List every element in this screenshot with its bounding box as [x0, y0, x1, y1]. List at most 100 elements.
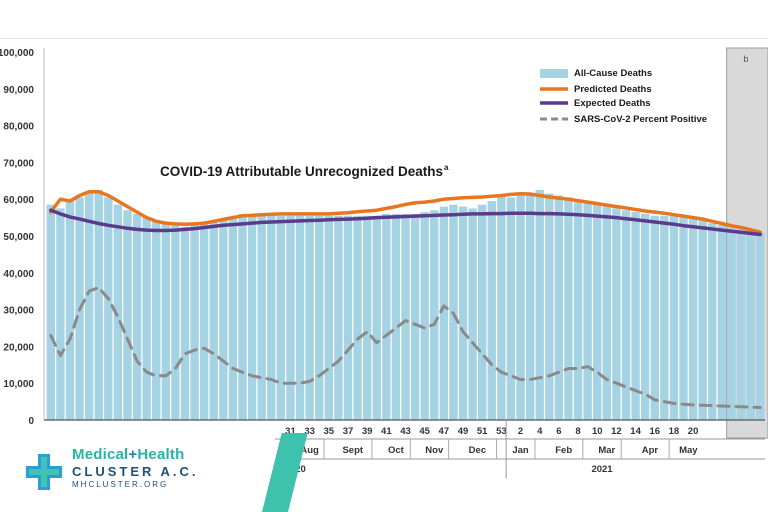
- bar-all-cause-deaths: [382, 213, 391, 420]
- bar-all-cause-deaths: [199, 223, 209, 420]
- bar-all-cause-deaths: [554, 195, 564, 420]
- bar-all-cause-deaths: [267, 215, 276, 420]
- bar-all-cause-deaths: [583, 202, 592, 420]
- bar-all-cause-deaths: [525, 193, 535, 420]
- medical-cross-icon: [26, 454, 62, 490]
- bar-all-cause-deaths: [506, 197, 516, 420]
- x-tick-label: 33: [304, 426, 315, 437]
- month-label: Feb: [555, 445, 572, 456]
- x-tick-label: 49: [458, 426, 469, 437]
- month-label: Aug: [300, 445, 319, 456]
- bar-all-cause-deaths: [152, 221, 161, 420]
- bar-all-cause-deaths: [439, 206, 449, 420]
- x-tick-label: 35: [324, 426, 335, 437]
- month-label: May: [679, 445, 698, 456]
- x-tick-label: 43: [400, 426, 411, 437]
- x-tick-label: 45: [419, 426, 430, 437]
- x-tick-label: 37: [343, 426, 354, 437]
- logo-subtitle: CLUSTER A.C.: [72, 464, 199, 479]
- bar-all-cause-deaths: [688, 217, 698, 420]
- bar-all-cause-deaths: [171, 224, 180, 420]
- bar-all-cause-deaths: [132, 213, 142, 420]
- bar-all-cause-deaths: [401, 213, 410, 420]
- bar-all-cause-deaths: [593, 204, 602, 420]
- bar-all-cause-deaths: [602, 206, 612, 420]
- bar-all-cause-deaths: [142, 217, 151, 420]
- bar-all-cause-deaths: [362, 215, 372, 420]
- bar-all-cause-deaths: [334, 215, 343, 420]
- bar-all-cause-deaths: [420, 212, 429, 420]
- y-tick-label: 80,000: [3, 122, 34, 133]
- legend-label: All-Cause Deaths: [574, 68, 652, 79]
- line-expected-deaths: [49, 208, 762, 237]
- legend-label: Predicted Deaths: [574, 84, 652, 95]
- bar-all-cause-deaths: [669, 213, 679, 420]
- bar-all-cause-deaths: [516, 195, 525, 420]
- bar-all-cause-deaths: [286, 215, 295, 420]
- x-tick-label: 14: [630, 426, 641, 437]
- x-tick-label: 47: [439, 426, 450, 437]
- x-tick-label: 20: [688, 426, 699, 437]
- month-label: Dec: [469, 445, 486, 456]
- x-tick-label: 6: [556, 426, 561, 437]
- logo-name-part1: Medical: [72, 446, 129, 463]
- bar-all-cause-deaths: [478, 204, 487, 420]
- bar-all-cause-deaths: [343, 215, 353, 420]
- x-tick-label: 18: [669, 426, 680, 437]
- month-label: Mar: [598, 445, 615, 456]
- bar-all-cause-deaths: [727, 226, 736, 420]
- bar-all-cause-deaths: [180, 226, 190, 420]
- bar-all-cause-deaths: [717, 224, 727, 420]
- x-tick-label: 2: [518, 426, 523, 437]
- top-divider: [0, 38, 768, 39]
- bar-all-cause-deaths: [535, 190, 544, 420]
- bar-all-cause-deaths: [228, 217, 238, 420]
- y-tick-label: 100,000: [0, 48, 34, 59]
- bar-all-cause-deaths: [324, 215, 333, 420]
- chart-title: COVID-19 Attributable Unrecognized Death…: [160, 164, 443, 179]
- logo-name-plus: +: [128, 446, 138, 463]
- bar-all-cause-deaths: [94, 190, 103, 420]
- bar-all-cause-deaths: [372, 215, 381, 420]
- bar-all-cause-deaths: [756, 232, 765, 420]
- x-tick-label: 16: [649, 426, 660, 437]
- bar-all-cause-deaths: [315, 215, 324, 420]
- y-tick-label: 90,000: [3, 85, 34, 96]
- bar-all-cause-deaths: [545, 193, 554, 420]
- bar-all-cause-deaths: [458, 206, 468, 420]
- bar-all-cause-deaths: [746, 230, 755, 420]
- bar-all-cause-deaths: [276, 215, 286, 420]
- legend-label: Expected Deaths: [574, 98, 651, 109]
- bar-all-cause-deaths: [708, 223, 717, 420]
- y-tick-label: 70,000: [3, 158, 34, 169]
- bar-all-cause-deaths: [468, 208, 477, 420]
- bar-all-cause-deaths: [219, 219, 228, 420]
- logo-url: MHCLUSTER.ORG: [72, 480, 169, 489]
- bar-all-cause-deaths: [84, 191, 94, 420]
- bar-all-cause-deaths: [295, 215, 305, 420]
- x-tick-label: 4: [537, 426, 543, 437]
- bar-all-cause-deaths: [640, 213, 650, 420]
- month-label: Jan: [512, 445, 529, 456]
- bar-all-cause-deaths: [190, 224, 199, 420]
- bar-all-cause-deaths: [209, 221, 218, 420]
- bar-all-cause-deaths: [410, 213, 420, 420]
- x-tick-label: 39: [362, 426, 373, 437]
- bar-all-cause-deaths: [573, 201, 583, 420]
- shaded-region-label: b: [743, 54, 748, 64]
- month-label: Apr: [642, 445, 659, 456]
- bar-all-cause-deaths: [123, 210, 132, 420]
- bar-all-cause-deaths: [56, 208, 65, 420]
- y-tick-label: 0: [28, 416, 34, 427]
- top-band: [0, 0, 768, 38]
- month-label: Sept: [342, 445, 363, 456]
- year-label: 2021: [591, 464, 613, 475]
- chart-title-superscript: a: [444, 163, 449, 172]
- bar-all-cause-deaths: [430, 210, 439, 420]
- bar-all-cause-deaths: [305, 215, 314, 420]
- y-tick-label: 30,000: [3, 306, 34, 317]
- y-tick-label: 40,000: [3, 269, 34, 280]
- bar-all-cause-deaths: [161, 223, 171, 420]
